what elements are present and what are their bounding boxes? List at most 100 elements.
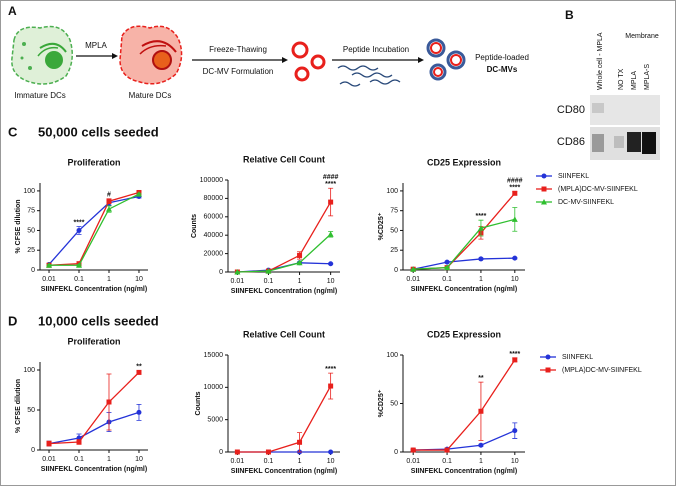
marker <box>265 268 272 274</box>
arrow-head <box>418 57 424 63</box>
y-tick-label: 0 <box>394 449 398 456</box>
x-axis-label: SIINFEKL Concentration (ng/ml) <box>231 288 337 295</box>
marker <box>297 439 303 445</box>
marker <box>328 449 334 455</box>
y-tick-label: 25 <box>390 247 398 254</box>
y-tick-label: 0 <box>219 449 223 456</box>
marker <box>541 173 547 179</box>
immature-cell <box>11 25 73 85</box>
row-label: CD86 <box>557 136 585 148</box>
y-axis-label: %CD25⁺ <box>378 389 385 417</box>
y-tick-label: 100000 <box>200 177 223 184</box>
lane-label: Whole cell - MPLA <box>597 32 604 90</box>
marker <box>512 190 518 196</box>
annotation: # <box>107 192 111 199</box>
y-tick-label: 0 <box>219 269 223 276</box>
y-tick-label: 100 <box>386 188 398 195</box>
series-line <box>48 371 140 445</box>
marker <box>265 449 271 455</box>
annotation: #### <box>323 174 339 181</box>
marker <box>234 449 240 455</box>
y-tick-label: 50 <box>27 227 35 234</box>
y-tick-label: 75 <box>27 208 35 215</box>
x-tick-label: 10 <box>135 456 143 463</box>
y-axis-label: Counts <box>191 214 198 238</box>
step-label: Freeze-Thawing <box>209 45 267 54</box>
x-axis-label: SIINFEKL Concentration (ng/ml) <box>41 286 147 293</box>
y-tick-label: 50 <box>390 400 398 407</box>
y-axis-label: % CFSE dilution <box>15 199 22 253</box>
chart-title: CD25 Expression <box>427 329 501 339</box>
x-tick-label: 1 <box>479 458 483 465</box>
x-tick-label: 0.01 <box>42 456 56 463</box>
cell-label: Mature DCs <box>129 91 172 100</box>
series-line <box>413 359 516 451</box>
marker <box>444 264 451 271</box>
chart-title: Proliferation <box>67 157 120 167</box>
x-axis-label: SIINFEKL Concentration (ng/ml) <box>411 286 517 293</box>
marker <box>477 225 484 231</box>
marker <box>46 441 52 447</box>
marker <box>410 447 416 453</box>
step-label: Peptide Incubation <box>343 45 409 54</box>
arrow-head <box>282 57 288 63</box>
annotation: **** <box>325 366 336 373</box>
annotation: **** <box>509 351 520 358</box>
y-tick-label: 20000 <box>204 250 224 257</box>
y-tick-label: 80000 <box>204 195 224 202</box>
marker <box>296 259 303 266</box>
series-line <box>48 195 140 265</box>
marker <box>105 206 112 212</box>
product-label: Peptide-loaded <box>475 53 529 62</box>
band <box>592 103 604 113</box>
loaded-vesicles <box>426 38 466 81</box>
marker <box>76 227 82 233</box>
step-label: DC-MV Formulation <box>203 67 274 76</box>
series-line <box>48 191 140 266</box>
marker <box>328 261 334 267</box>
marker <box>444 259 450 265</box>
annotation: ** <box>478 375 484 382</box>
series-line <box>237 201 332 273</box>
x-tick-label: 10 <box>135 276 143 283</box>
marker <box>478 256 484 262</box>
vesicles <box>291 41 326 82</box>
annotation: #### <box>507 178 523 185</box>
x-tick-label: 1 <box>107 456 111 463</box>
section-title: 50,000 cells seeded <box>38 124 159 139</box>
series-line <box>237 385 332 453</box>
marker <box>512 255 518 261</box>
marker <box>478 408 484 414</box>
band <box>592 134 604 152</box>
marker <box>512 428 518 434</box>
legend-label: DC-MV-SIINFEKL <box>558 199 614 206</box>
y-tick-label: 25 <box>27 247 35 254</box>
y-axis-label: Counts <box>195 391 202 415</box>
y-tick-label: 100 <box>23 367 35 374</box>
band <box>614 136 624 148</box>
cell-label: Immature DCs <box>14 91 66 100</box>
annotation: **** <box>325 181 336 188</box>
lane-label: MPLA-S <box>644 64 651 90</box>
marker <box>328 383 334 389</box>
group-label: Membrane <box>625 33 659 40</box>
series-line <box>413 218 515 270</box>
chart-title: CD25 Expression <box>427 157 501 167</box>
panel-label: B <box>565 8 574 22</box>
marker <box>511 216 518 222</box>
y-tick-label: 15000 <box>204 352 224 359</box>
marker <box>76 439 82 445</box>
arrow-head <box>112 53 118 59</box>
annotation: **** <box>509 185 520 192</box>
y-tick-label: 100 <box>23 188 35 195</box>
y-axis-label: %CD25⁺ <box>378 212 385 240</box>
marker <box>136 369 142 375</box>
x-tick-label: 0.01 <box>231 278 245 285</box>
y-tick-label: 0 <box>31 447 35 454</box>
marker <box>512 357 518 363</box>
legend-label: SIINFEKL <box>558 173 589 180</box>
band <box>627 132 641 152</box>
lane-label: NO TX <box>618 68 625 90</box>
